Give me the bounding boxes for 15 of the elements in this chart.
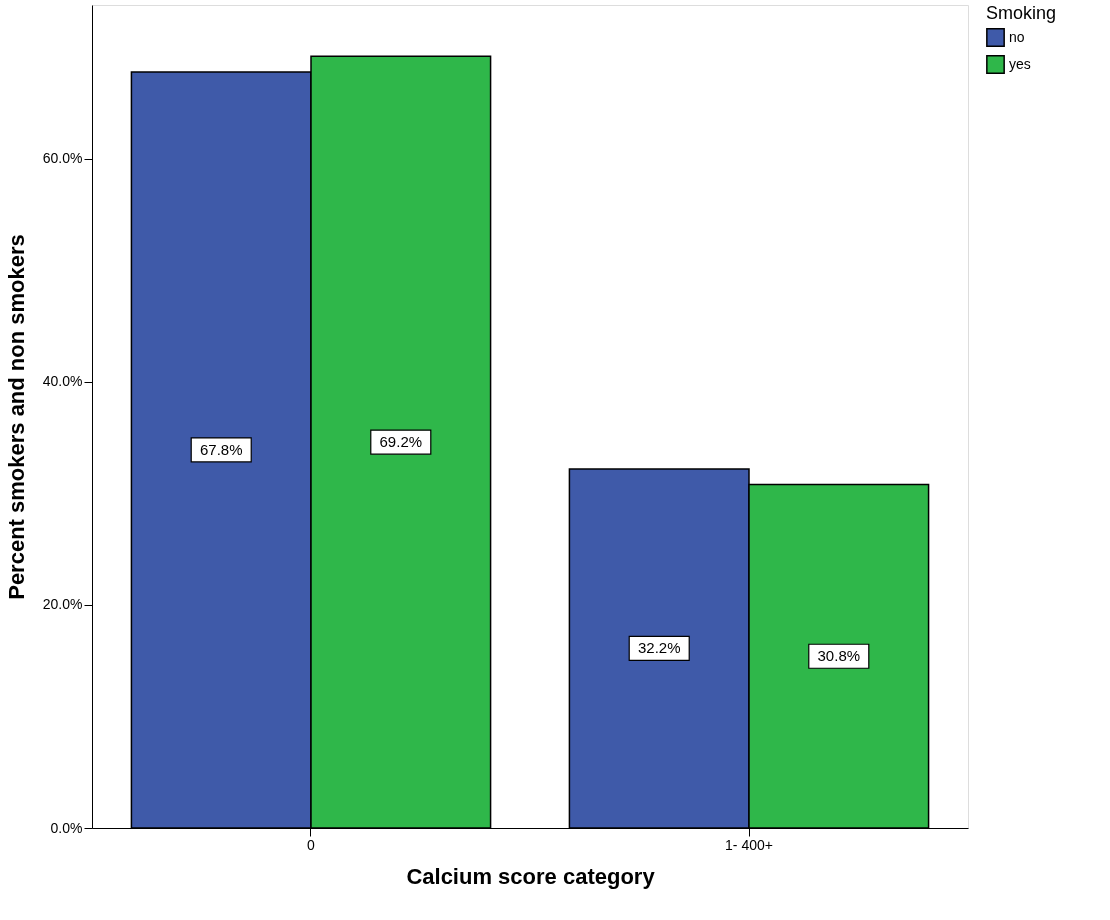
x-tick-label: 0: [307, 836, 316, 853]
data-label: 32.2%: [637, 639, 681, 657]
legend-label: no: [1009, 28, 1025, 45]
x-axis-title: Calcium score category: [406, 863, 656, 889]
y-tick-label: 0.0%: [50, 819, 83, 836]
y-tick-label: 40.0%: [42, 373, 83, 390]
y-tick-label: 20.0%: [42, 596, 83, 613]
y-tick-label: 60.0%: [42, 150, 83, 167]
data-label: 30.8%: [817, 647, 861, 665]
legend-title: Smoking: [986, 3, 1057, 23]
data-label: 67.8%: [199, 440, 243, 458]
x-tick-label: 1- 400+: [725, 836, 773, 853]
y-axis-title: Percent smokers and non smokers: [3, 234, 29, 600]
data-label: 69.2%: [379, 433, 423, 451]
legend-label: yes: [1009, 55, 1031, 72]
